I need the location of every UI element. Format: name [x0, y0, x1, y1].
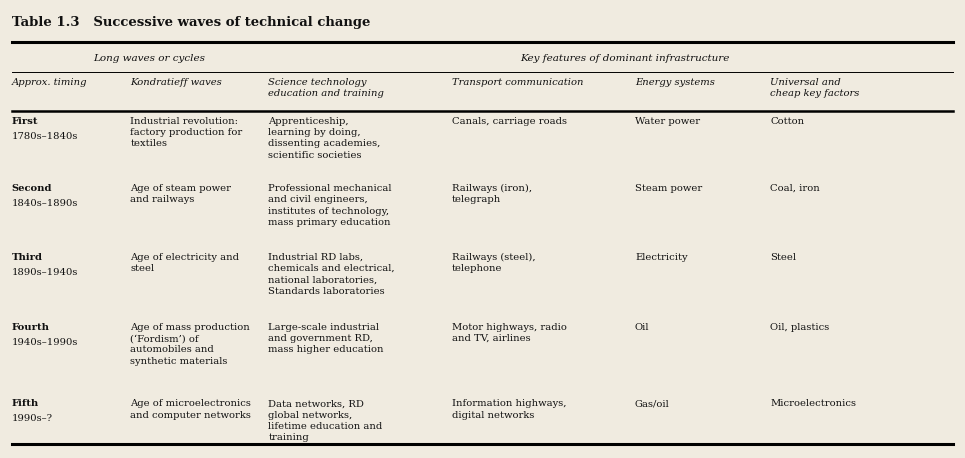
Text: Water power: Water power: [635, 117, 700, 126]
Text: Cotton: Cotton: [770, 117, 804, 126]
Text: Science technology
education and training: Science technology education and trainin…: [268, 78, 384, 98]
Text: Fifth: Fifth: [12, 399, 39, 409]
Text: Coal, iron: Coal, iron: [770, 184, 820, 193]
Text: 1840s–1890s: 1840s–1890s: [12, 199, 78, 208]
Text: 1940s–1990s: 1940s–1990s: [12, 338, 78, 347]
Text: Age of microelectronics
and computer networks: Age of microelectronics and computer net…: [130, 399, 251, 420]
Text: Approx. timing: Approx. timing: [12, 78, 87, 87]
Text: Universal and
cheap key factors: Universal and cheap key factors: [770, 78, 860, 98]
Text: Electricity: Electricity: [635, 253, 688, 262]
Text: 1990s–?: 1990s–?: [12, 414, 52, 424]
Text: Railways (iron),
telegraph: Railways (iron), telegraph: [452, 184, 532, 204]
Text: Third: Third: [12, 253, 42, 262]
Text: Table 1.3   Successive waves of technical change: Table 1.3 Successive waves of technical …: [12, 16, 370, 29]
Text: Gas/oil: Gas/oil: [635, 399, 670, 409]
Text: 1890s–1940s: 1890s–1940s: [12, 268, 78, 277]
Text: 1780s–1840s: 1780s–1840s: [12, 132, 78, 141]
Text: Age of steam power
and railways: Age of steam power and railways: [130, 184, 232, 204]
Text: Large-scale industrial
and government RD,
mass higher education: Large-scale industrial and government RD…: [268, 323, 384, 354]
Text: Age of mass production
(‘Fordism’) of
automobiles and
synthetic materials: Age of mass production (‘Fordism’) of au…: [130, 323, 250, 365]
Text: Fourth: Fourth: [12, 323, 49, 332]
Text: Kondratieff waves: Kondratieff waves: [130, 78, 222, 87]
Text: Data networks, RD
global networks,
lifetime education and
training: Data networks, RD global networks, lifet…: [268, 399, 382, 442]
Text: Oil: Oil: [635, 323, 649, 332]
Text: Motor highways, radio
and TV, airlines: Motor highways, radio and TV, airlines: [452, 323, 566, 343]
Text: Railways (steel),
telephone: Railways (steel), telephone: [452, 253, 536, 273]
Text: Age of electricity and
steel: Age of electricity and steel: [130, 253, 239, 273]
Text: Steel: Steel: [770, 253, 796, 262]
Text: Second: Second: [12, 184, 52, 193]
Text: Steam power: Steam power: [635, 184, 703, 193]
Text: Apprenticeship,
learning by doing,
dissenting academies,
scientific societies: Apprenticeship, learning by doing, disse…: [268, 117, 380, 159]
Text: Canals, carriage roads: Canals, carriage roads: [452, 117, 566, 126]
Text: Transport communication: Transport communication: [452, 78, 583, 87]
Text: Professional mechanical
and civil engineers,
institutes of technology,
mass prim: Professional mechanical and civil engine…: [268, 184, 392, 227]
Text: Microelectronics: Microelectronics: [770, 399, 856, 409]
Text: First: First: [12, 117, 38, 126]
Text: Key features of dominant infrastructure: Key features of dominant infrastructure: [521, 54, 730, 63]
Text: Oil, plastics: Oil, plastics: [770, 323, 829, 332]
Text: Industrial revolution:
factory production for
textiles: Industrial revolution: factory productio…: [130, 117, 242, 148]
Text: Energy systems: Energy systems: [635, 78, 715, 87]
Text: Industrial RD labs,
chemicals and electrical,
national laboratories,
Standards l: Industrial RD labs, chemicals and electr…: [268, 253, 395, 295]
Text: Long waves or cycles: Long waves or cycles: [94, 54, 206, 63]
Text: Information highways,
digital networks: Information highways, digital networks: [452, 399, 566, 420]
